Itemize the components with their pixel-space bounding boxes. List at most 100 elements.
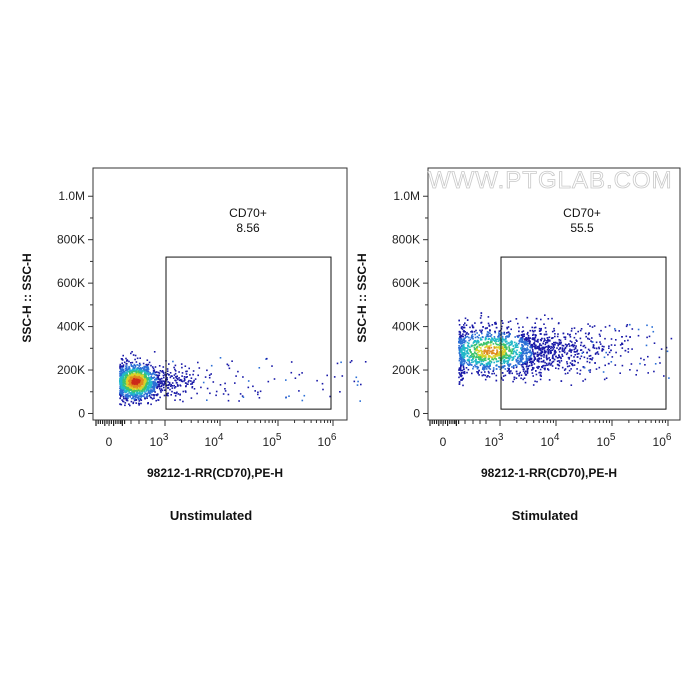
event-dot (122, 365, 125, 368)
event-dot (512, 367, 515, 369)
event-dot (533, 338, 536, 341)
event-dot (150, 377, 152, 380)
event-dot (173, 374, 176, 376)
event-dot (476, 346, 478, 349)
event-dot (458, 319, 460, 322)
event-dot (495, 364, 497, 367)
event-dot (540, 349, 542, 351)
event-dot (121, 382, 124, 385)
event-dot (588, 361, 591, 364)
event-dot (550, 362, 553, 365)
event-dot (485, 337, 487, 340)
event-dot (166, 393, 168, 395)
event-dot (476, 367, 479, 369)
event-dot (485, 335, 488, 338)
event-dot (173, 384, 175, 387)
event-dot (556, 357, 559, 359)
event-dot (558, 348, 560, 351)
event-dot (139, 398, 142, 401)
event-dot (502, 338, 505, 341)
event-dot (127, 370, 130, 373)
event-dot (487, 375, 489, 377)
event-dot (226, 363, 229, 366)
event-dot (138, 362, 141, 365)
event-dot (561, 353, 563, 356)
event-dot (126, 388, 128, 390)
event-dot (601, 348, 604, 350)
event-dot (149, 396, 152, 399)
event-dot (159, 396, 161, 399)
event-dot (489, 342, 492, 344)
y-tick-label: 800K (392, 233, 420, 247)
event-dot (521, 337, 524, 340)
event-dot (141, 380, 144, 383)
event-dot (519, 371, 521, 374)
panel-caption: Unstimulated (170, 508, 252, 523)
event-dot (558, 354, 560, 356)
event-dot (545, 354, 548, 357)
event-dot (610, 361, 613, 363)
event-dot (480, 343, 483, 345)
event-dot (128, 367, 130, 369)
event-dot (659, 362, 661, 364)
event-dot (139, 391, 141, 394)
event-dot (528, 359, 531, 361)
event-dot (495, 326, 498, 329)
event-dot (137, 372, 139, 375)
event-dot (523, 349, 526, 351)
event-dot (133, 367, 136, 369)
event-dot (540, 354, 542, 357)
event-dot (161, 377, 163, 380)
event-dot (148, 379, 150, 381)
event-dot (138, 395, 140, 397)
event-dot (484, 336, 487, 339)
event-dot (528, 351, 530, 353)
event-dot (582, 366, 585, 368)
event-dot (487, 331, 490, 334)
event-dot (169, 388, 171, 391)
event-dot (469, 338, 472, 341)
event-dot (126, 380, 128, 383)
event-dot (146, 383, 148, 385)
event-dot (621, 347, 624, 349)
event-dot (174, 379, 176, 382)
event-dot (564, 343, 567, 346)
gate-rectangle (165, 256, 332, 410)
watermark-text: WWW.PTGLAB.COM (428, 167, 673, 194)
event-dot (503, 360, 505, 362)
event-dot (143, 382, 146, 385)
event-dot (474, 344, 476, 347)
event-dot (532, 352, 535, 354)
event-dot (497, 336, 499, 338)
event-dot (143, 380, 145, 383)
event-dot (502, 366, 505, 369)
event-dot (471, 355, 473, 358)
event-dot (136, 381, 138, 384)
event-dot (508, 365, 510, 368)
event-dot (614, 344, 616, 346)
event-dot (492, 339, 494, 341)
event-dot (122, 400, 125, 403)
event-dot (479, 359, 481, 361)
y-axis-title: SSC-H :: SSC-H (355, 253, 369, 342)
event-dot (532, 384, 535, 386)
event-dot (133, 375, 136, 378)
event-dot (461, 335, 463, 338)
event-dot (122, 380, 125, 383)
event-dot (574, 342, 576, 344)
event-dot (458, 359, 461, 362)
event-dot (528, 339, 530, 342)
event-dot (460, 365, 462, 368)
event-dot (480, 347, 482, 349)
event-dot (506, 343, 508, 345)
event-dot (614, 364, 617, 366)
event-dot (545, 355, 548, 358)
event-dot (509, 350, 511, 353)
event-dot (130, 370, 132, 372)
event-dot (501, 362, 503, 365)
event-dot (566, 361, 568, 363)
event-dot (121, 372, 124, 374)
event-dot (627, 351, 630, 353)
event-dot (507, 363, 510, 366)
event-dot (496, 349, 498, 351)
